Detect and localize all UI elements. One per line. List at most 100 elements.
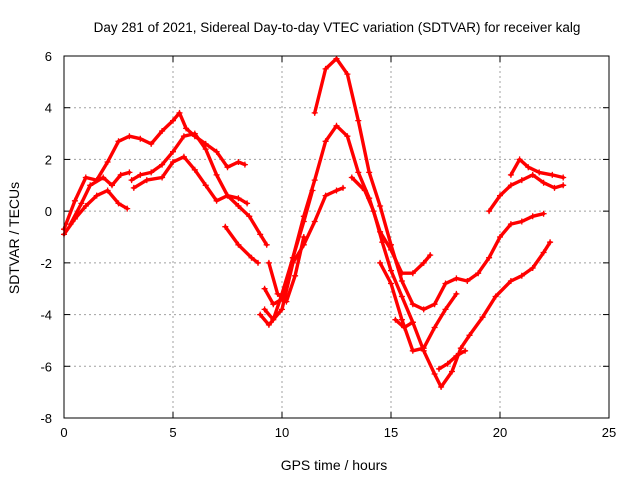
data-point bbox=[263, 241, 270, 248]
data-point bbox=[126, 133, 133, 140]
data-point bbox=[518, 272, 525, 279]
data-point bbox=[170, 159, 176, 165]
data-point bbox=[104, 159, 111, 165]
data-point bbox=[444, 360, 451, 367]
data-point bbox=[300, 234, 307, 240]
data-point bbox=[388, 280, 394, 287]
x-tick-label: 10 bbox=[275, 425, 289, 440]
data-point bbox=[492, 293, 499, 300]
data-point bbox=[409, 270, 416, 277]
x-tick-label: 0 bbox=[60, 425, 67, 440]
data-point bbox=[462, 347, 469, 354]
y-tick-label: 0 bbox=[45, 204, 52, 219]
data-point bbox=[507, 278, 514, 284]
x-tick-label: 20 bbox=[493, 425, 507, 440]
series-trace bbox=[313, 56, 546, 312]
y-axis-label: SDTVAR / TECUs bbox=[6, 182, 22, 294]
gridlines bbox=[64, 56, 609, 418]
data-point bbox=[279, 306, 285, 313]
data-point bbox=[379, 239, 386, 246]
y-tick-label: -8 bbox=[40, 411, 52, 426]
data-point bbox=[420, 259, 427, 266]
series-trace bbox=[437, 349, 467, 371]
data-point bbox=[322, 65, 329, 72]
data-point bbox=[540, 210, 547, 217]
y-tick-label: -2 bbox=[40, 256, 52, 271]
data-point bbox=[270, 301, 277, 308]
data-point bbox=[257, 311, 264, 318]
data-point bbox=[309, 187, 316, 194]
data-point bbox=[274, 290, 281, 297]
y-tick-label: -6 bbox=[40, 359, 52, 374]
data-point bbox=[453, 352, 460, 359]
data-point bbox=[202, 182, 209, 189]
data-point bbox=[497, 234, 503, 240]
data-point bbox=[235, 159, 242, 165]
data-point bbox=[261, 285, 268, 292]
data-point bbox=[159, 128, 166, 134]
data-point bbox=[398, 316, 405, 323]
series-trace-12 bbox=[348, 174, 554, 390]
series-trace-1 bbox=[61, 109, 248, 233]
x-tick-label: 5 bbox=[169, 425, 176, 440]
data-point bbox=[279, 296, 285, 303]
data-point bbox=[170, 148, 176, 155]
data-point bbox=[128, 177, 135, 184]
data-point bbox=[222, 223, 229, 230]
data-point bbox=[560, 174, 567, 181]
data-point bbox=[255, 259, 261, 266]
data-point bbox=[78, 200, 85, 207]
data-point bbox=[431, 301, 438, 308]
x-tick-label: 15 bbox=[384, 425, 398, 440]
data-point bbox=[265, 259, 272, 266]
data-point bbox=[453, 290, 460, 297]
plot-frame bbox=[63, 55, 610, 419]
data-point bbox=[427, 252, 434, 259]
y-tick-label: 4 bbox=[45, 101, 52, 116]
data-point bbox=[183, 125, 190, 132]
y-tick-label: 2 bbox=[45, 152, 52, 167]
data-point bbox=[148, 140, 155, 147]
data-point bbox=[344, 133, 351, 140]
data-point bbox=[159, 161, 166, 168]
series-trace-6 bbox=[222, 223, 261, 266]
data-point bbox=[289, 254, 296, 261]
data-point bbox=[540, 179, 547, 186]
data-point bbox=[224, 164, 231, 171]
data-point bbox=[449, 368, 455, 375]
data-point bbox=[117, 171, 124, 178]
data-point bbox=[348, 174, 355, 181]
data-point bbox=[547, 239, 554, 246]
data-point bbox=[244, 200, 251, 207]
data-point bbox=[388, 267, 394, 274]
data-point bbox=[464, 278, 471, 284]
data-point bbox=[191, 130, 198, 137]
data-point bbox=[126, 169, 133, 176]
series-trace bbox=[509, 157, 565, 180]
data-point bbox=[100, 174, 107, 181]
data-point bbox=[529, 171, 536, 178]
data-point bbox=[257, 231, 264, 238]
data-point bbox=[366, 169, 373, 176]
data-point bbox=[536, 169, 543, 176]
series-trace bbox=[223, 224, 260, 265]
data-point bbox=[115, 200, 122, 207]
data-point bbox=[518, 177, 525, 184]
data-point bbox=[137, 135, 144, 142]
x-tick-labels: 0 5 10 15 20 25 bbox=[60, 425, 616, 440]
data-point bbox=[409, 301, 416, 308]
series-trace-4 bbox=[128, 130, 270, 248]
data-point bbox=[333, 187, 340, 194]
data-point bbox=[560, 182, 567, 189]
data-point bbox=[377, 203, 384, 209]
data-point bbox=[159, 174, 166, 181]
data-point bbox=[322, 138, 329, 145]
data-point bbox=[486, 208, 493, 215]
data-point bbox=[340, 184, 346, 191]
data-point bbox=[516, 156, 523, 163]
data-point bbox=[82, 174, 89, 181]
data-point bbox=[109, 182, 115, 189]
series-trace bbox=[350, 175, 552, 389]
data-point bbox=[71, 197, 78, 204]
data-point bbox=[442, 306, 449, 313]
